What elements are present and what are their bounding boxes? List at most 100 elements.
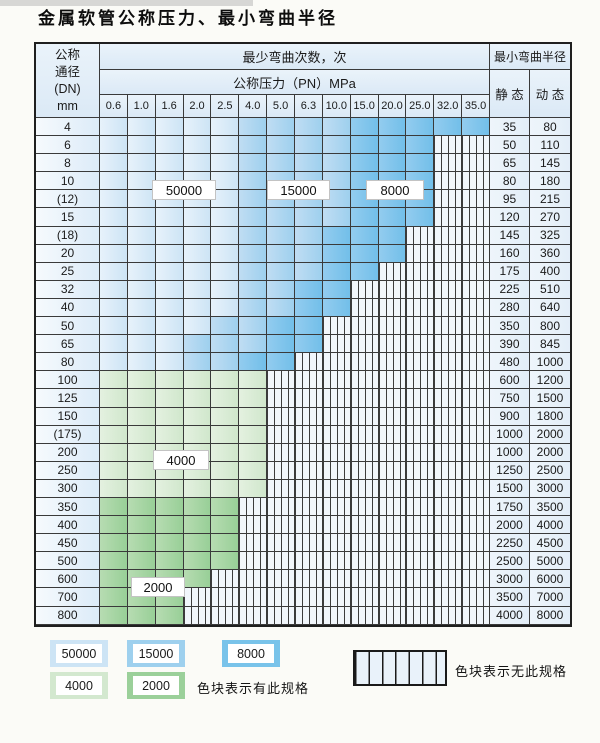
pn-cell: [127, 118, 156, 137]
pn-cell: [350, 588, 379, 607]
pn-cell: [267, 389, 295, 408]
pn-cell: [378, 407, 407, 426]
pn-cell: [462, 353, 490, 372]
pn-cell: [434, 552, 463, 571]
pn-cell: [350, 407, 379, 426]
pn-cell: [100, 136, 128, 155]
pn-cell: [155, 407, 184, 426]
pn-cell: [100, 497, 128, 517]
dn-cell: 4: [36, 118, 100, 137]
static-cell: 1250: [490, 461, 530, 480]
pn-cell: [350, 461, 379, 480]
pn-cell: [211, 226, 240, 245]
pn-cell: [239, 226, 268, 245]
dynamic-cell: 2000: [530, 425, 570, 444]
pn-cell: [462, 226, 490, 245]
pn-cell: [462, 154, 490, 173]
pn-cell: [211, 244, 240, 263]
pn-cell: [183, 262, 212, 281]
pn-cell: [183, 154, 212, 173]
pn-cell: [350, 317, 379, 336]
dynamic-cell: 3500: [530, 497, 570, 517]
pn-cell: [434, 317, 463, 336]
dn-cell: 450: [36, 534, 100, 553]
pn-cell: [155, 136, 184, 155]
legend-hatch-box: [353, 650, 447, 686]
pn-cell: [434, 516, 463, 535]
pn-cell: [406, 244, 435, 263]
pn-cell: [183, 534, 212, 553]
pn-cell: [127, 208, 156, 227]
dn-cell: 6: [36, 136, 100, 155]
pn-cell: [239, 298, 268, 318]
pn-cell: [322, 371, 351, 390]
static-cell: 1500: [490, 479, 530, 498]
pn-cell: [127, 425, 156, 444]
pn-cell: [100, 479, 128, 498]
pn-cell: [295, 570, 323, 589]
pn-cell: [406, 606, 435, 625]
dn-cell: (18): [36, 226, 100, 245]
pn-cell: [295, 516, 323, 535]
pn-cell: [434, 280, 463, 299]
pn-cell: [183, 317, 212, 336]
dn-header-line: 公称: [54, 47, 80, 62]
static-cell: 160: [490, 244, 530, 263]
scan-artifact-strip: [0, 0, 253, 6]
pn-cell: [350, 244, 379, 263]
static-cell: 480: [490, 353, 530, 372]
pn-cell: [322, 244, 351, 263]
pn-cell: [295, 226, 323, 245]
pn-cell: [434, 479, 463, 498]
pn-cell: [100, 371, 128, 390]
pn-cell: [378, 389, 407, 408]
pn-cell: [127, 136, 156, 155]
pn-cell: [350, 570, 379, 589]
pn-cell: [350, 552, 379, 571]
pn-cell: [183, 389, 212, 408]
pn-cell: [267, 136, 295, 155]
pn-cell: [100, 280, 128, 299]
dynamic-cell: 180: [530, 172, 570, 191]
pn-cell: [350, 479, 379, 498]
pn-cell: [350, 136, 379, 155]
pn-cell: [127, 497, 156, 517]
pn-cell: [406, 226, 435, 245]
pn-cell: [267, 461, 295, 480]
dn-header-line: 通径: [54, 64, 80, 79]
pn-cell: [322, 497, 351, 517]
pn-cell: [322, 118, 351, 137]
pn-cell: [267, 317, 295, 336]
pn-cell: [434, 389, 463, 408]
pn-cell: [155, 497, 184, 517]
pn-cell: [267, 335, 295, 354]
pn-cell: [211, 461, 240, 480]
pn-cell: [183, 335, 212, 354]
pn-cell: [462, 479, 490, 498]
pn-cell: [239, 389, 268, 408]
legend-swatch: 8000: [222, 640, 280, 667]
pn-cell: [378, 588, 407, 607]
radius-header: 最小弯曲半径: [490, 44, 570, 70]
pn-cell: [378, 606, 407, 625]
pn-cell: [462, 461, 490, 480]
pn-cell: [127, 244, 156, 263]
pn-cell: [239, 335, 268, 354]
pn-cell: [100, 407, 128, 426]
dynamic-cell: 2500: [530, 461, 570, 480]
pressure-col-header: 1.6: [155, 95, 184, 118]
pn-cell: [322, 317, 351, 336]
pn-cell: [322, 606, 351, 625]
pn-cell: [267, 443, 295, 462]
legend-no-spec-note: 色块表示无此规格: [455, 664, 568, 679]
pn-cell: [462, 443, 490, 462]
legend-swatch-label: 50000: [56, 644, 102, 663]
dynamic-cell: 1500: [530, 389, 570, 408]
pn-cell: [295, 244, 323, 263]
dn-cell: 125: [36, 389, 100, 408]
pn-cell: [183, 570, 212, 589]
pn-cell: [322, 516, 351, 535]
pn-cell: [350, 534, 379, 553]
pn-cell: [462, 570, 490, 589]
